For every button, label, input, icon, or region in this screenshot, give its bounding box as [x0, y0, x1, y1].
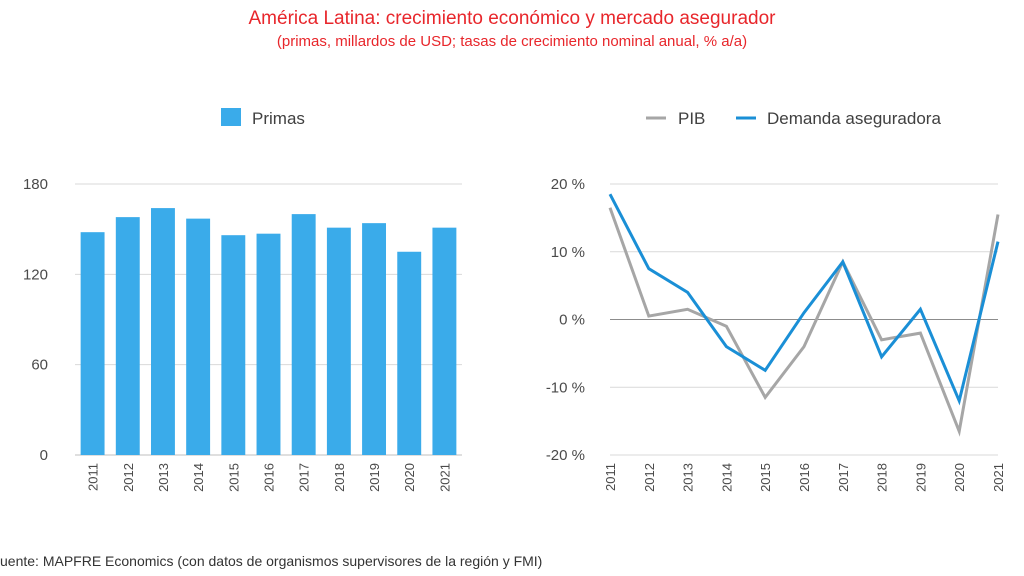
right-y-tick-label: 10 % [551, 244, 585, 261]
primas-bar [115, 217, 140, 455]
primas-bar [432, 227, 457, 455]
right-y-tick-label: -10 % [546, 379, 585, 396]
primas-bar [186, 218, 211, 455]
legend-label-pib: PIB [678, 109, 705, 128]
left-x-tick-label: 2020 [402, 463, 417, 492]
pib-line [608, 207, 1000, 437]
left-y-tick-label: 60 [31, 357, 48, 374]
right-x-tick-label: 2018 [875, 463, 890, 492]
legend-swatch-primas [221, 108, 241, 126]
right-x-tick-label: 2017 [836, 463, 851, 492]
left-x-tick-label: 2018 [332, 463, 347, 492]
right-x-tick-label: 2020 [952, 463, 967, 492]
right-x-tick-label: 2019 [913, 463, 928, 492]
primas-bar [80, 232, 105, 455]
primas-bar [362, 223, 387, 455]
right-x-tick-label: 2016 [797, 463, 812, 492]
growth-line-chart: -20 % -10 % 0 % 10 % 20 % 2011 2012 2013 2014 201… [546, 109, 1006, 492]
source-note: uente: MAPFRE Economics (con datos de or… [0, 553, 543, 569]
left-x-tick-label: 2019 [367, 463, 382, 492]
legend-label-demanda: Demanda aseguradora [767, 109, 941, 128]
legend-label-primas: Primas [252, 109, 305, 128]
chart-title: América Latina: crecimiento económico y … [248, 8, 776, 29]
left-y-tick-label: 0 [40, 447, 48, 464]
left-y-tick-label: 180 [23, 176, 48, 193]
right-x-tick-label: 2015 [758, 463, 773, 492]
right-x-tick-label: 2013 [681, 463, 696, 492]
chart-subtitle: (primas, millardos de USD; tasas de crec… [276, 33, 748, 50]
primas-bar [291, 214, 316, 455]
primas-bar [326, 227, 351, 455]
primas-bar [397, 251, 422, 455]
left-x-tick-label: 2021 [437, 463, 452, 492]
right-x-tick-label: 2014 [719, 463, 734, 492]
right-y-tick-label: 20 % [551, 176, 585, 193]
primas-bar-chart: 0 60 120 180 2011 2012 2013 2014 2015 2016 2017 201… [23, 108, 462, 492]
left-x-tick-label: 2017 [297, 463, 312, 492]
left-x-tick-label: 2015 [226, 463, 241, 492]
right-x-tick-label: 2011 [603, 463, 618, 491]
left-x-tick-label: 2014 [191, 463, 206, 492]
left-y-tick-label: 120 [23, 266, 48, 283]
primas-bar [256, 233, 281, 455]
left-x-tick-label: 2016 [262, 463, 277, 492]
right-y-tick-label: -20 % [546, 447, 585, 464]
right-x-tick-label: 2012 [642, 463, 657, 492]
left-x-tick-label: 2013 [156, 463, 171, 492]
right-y-tick-label: 0 % [559, 312, 585, 329]
primas-bar [150, 208, 175, 455]
right-x-tick-label: 2021 [991, 463, 1006, 492]
left-x-tick-label: 2012 [121, 463, 136, 492]
left-x-tick-label: 2011 [86, 463, 101, 491]
demanda-line [608, 193, 1000, 406]
primas-bar [221, 235, 246, 455]
